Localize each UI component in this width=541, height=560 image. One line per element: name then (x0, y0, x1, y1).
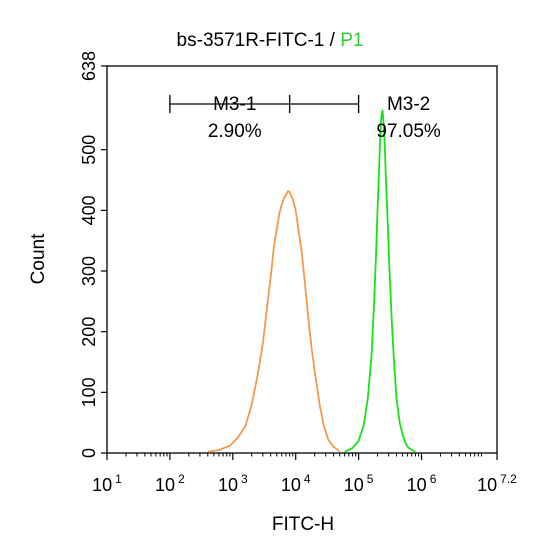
x-tick-label: 10 6 (407, 472, 437, 495)
gate-markers: M3-1 2.90% M3-2 97.05% (169, 94, 441, 142)
x-tick-label: 10 7.2 (477, 472, 517, 495)
y-axis-label: Count (28, 233, 49, 284)
histogram-series (207, 109, 416, 453)
x-tick-label: 10 4 (281, 472, 311, 495)
gate-name-label: M3-2 (387, 94, 430, 115)
histogram-line-1 (207, 190, 341, 453)
x-tick-label: 10 2 (155, 472, 185, 495)
y-tick-label: 100 (79, 377, 99, 407)
y-tick-label: 300 (79, 256, 99, 286)
y-tick-label: 200 (79, 317, 99, 347)
y-axis-ticks: 0 100 200 300 400 500 638 (79, 51, 107, 458)
plot-frame (106, 65, 498, 454)
y-tick-label: 0 (79, 448, 99, 458)
x-tick-label: 10 5 (344, 472, 374, 495)
x-axis-ticks: 10 1 10 2 10 3 10 4 10 5 10 6 10 7.2 (92, 453, 517, 495)
chart-title: bs-3571R-FITC-1 / P1 (177, 30, 364, 51)
gate-percent-label: 2.90% (208, 121, 262, 142)
histogram-line-2 (344, 109, 416, 453)
chart-title-gate: P1 (340, 30, 363, 51)
chart-title-text: bs-3571R-FITC-1 / (177, 30, 341, 51)
x-tick-label: 10 1 (92, 472, 122, 495)
y-tick-label: 500 (79, 135, 99, 165)
x-axis-label: FITC-H (272, 514, 334, 535)
y-tick-label: 638 (79, 51, 99, 81)
gate-percent-label: 97.05% (376, 121, 441, 142)
x-tick-label: 10 3 (218, 472, 248, 495)
y-tick-label: 400 (79, 195, 99, 225)
gate-name-label: M3-1 (213, 94, 256, 115)
